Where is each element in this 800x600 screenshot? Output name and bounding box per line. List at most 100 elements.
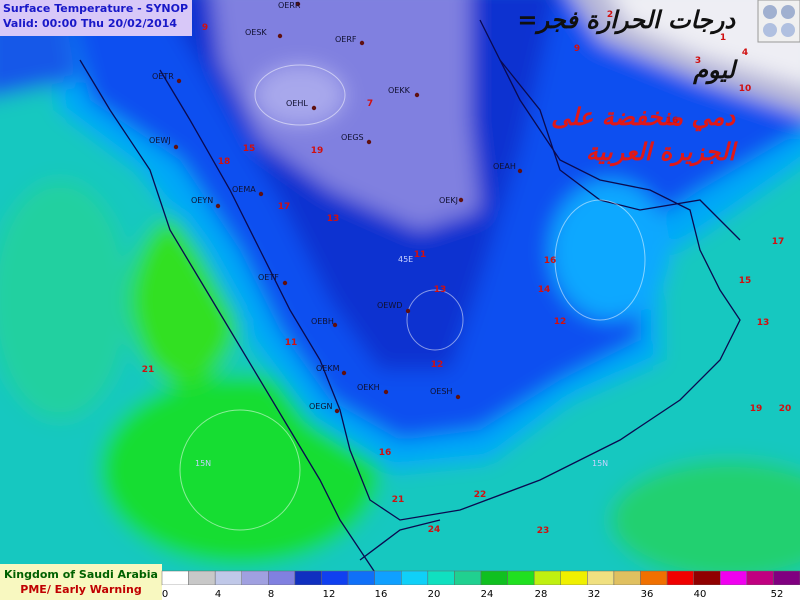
temperature-value: 20 [779, 404, 792, 414]
temperature-value: 15 [243, 144, 256, 154]
map-title: Surface Temperature - SYNOP [3, 2, 188, 15]
station-dot [282, 280, 288, 286]
legend-swatch [640, 570, 668, 586]
station-label: OEKM [316, 364, 340, 373]
department: PME/ Early Warning [20, 583, 141, 596]
temperature-value: 7 [367, 99, 373, 109]
legend-swatch [720, 570, 748, 586]
legend-label: 36 [641, 589, 654, 600]
temperature-value: 21 [142, 365, 155, 375]
legend-label: 0 [162, 589, 168, 600]
legend-swatch [401, 570, 429, 586]
temperature-value: 2 [607, 10, 613, 20]
grid-label: 15N [592, 459, 608, 468]
grid-label: 45E [398, 255, 413, 264]
station-dot [311, 105, 317, 111]
station-dot [366, 139, 372, 145]
temperature-value: 18 [218, 157, 231, 167]
grid-label: 15N [195, 459, 211, 468]
header-box [0, 0, 192, 36]
temperature-value: 24 [428, 525, 441, 535]
legend-swatch [454, 570, 482, 586]
temperature-value: 14 [538, 285, 551, 295]
temperature-value: 17 [278, 202, 291, 212]
valid-time: Valid: 00:00 Thu 20/02/2014 [3, 17, 177, 30]
temperature-value: 22 [474, 490, 487, 500]
station-label: OEKK [388, 86, 411, 95]
station-dot [334, 408, 340, 414]
station-dot [173, 144, 179, 150]
temperature-value: 13 [327, 214, 340, 224]
station-dot [215, 203, 221, 209]
temperature-value: 17 [772, 237, 785, 247]
temperature-value: 16 [666, 116, 679, 126]
legend-label: 40 [694, 589, 707, 600]
legend-label: 12 [323, 589, 336, 600]
temperature-value: 16 [544, 256, 557, 266]
station-label: OEMA [232, 185, 256, 194]
legend-swatch [773, 570, 800, 586]
legend-label: 20 [428, 589, 441, 600]
station-dot [383, 389, 389, 395]
station-dot [458, 197, 464, 203]
station-label: OEBH [311, 317, 334, 326]
station-label: OEGN [309, 402, 333, 411]
legend-label: 52 [771, 589, 784, 600]
temperature-value: 1 [720, 33, 726, 43]
legend-label: 16 [375, 589, 388, 600]
legend-swatch [613, 570, 641, 586]
temperature-value: 12 [431, 360, 444, 370]
station-dot [277, 33, 283, 39]
legend-label: 24 [481, 589, 494, 600]
organization: Kingdom of Saudi Arabia [4, 568, 158, 581]
station-label: OETR [152, 72, 174, 81]
legend-swatch [693, 570, 721, 586]
map-labels: OERR OESK OERF OEHL OEKK OEGS OEKJ OETR OEWJ OEMA… [142, 1, 792, 536]
station-label: OEAH [493, 162, 516, 171]
annotation-line: الجزيرة العربية [586, 138, 738, 167]
temperature-value: 16 [379, 448, 392, 458]
temperature-value: 19 [750, 404, 763, 414]
legend-swatch [294, 570, 322, 586]
legend-swatch [188, 570, 216, 586]
annotation-line: ليوم [692, 56, 739, 85]
legend-label: 32 [588, 589, 601, 600]
isotherms [179, 64, 646, 531]
station-label: OERF [335, 35, 357, 44]
station-label: OESH [430, 387, 452, 396]
legend-label: 8 [268, 589, 274, 600]
legend-swatch [480, 570, 508, 586]
station-dot [517, 168, 523, 174]
legend-swatch [560, 570, 588, 586]
annotation-line: =درجات الحرارة فجر [517, 6, 736, 35]
logo [757, 0, 800, 43]
temperature-value: 3 [695, 56, 701, 66]
temperature-value: 9 [202, 23, 208, 33]
station-label: OEYN [191, 196, 213, 205]
temperature-value: 15 [739, 276, 752, 286]
legend-swatch [347, 570, 375, 586]
station-dot [176, 78, 182, 84]
station-label: OEWD [377, 301, 402, 310]
legend-label-strip [162, 585, 800, 600]
temperature-value: 10 [739, 84, 752, 94]
station-dot [295, 1, 301, 7]
station-label: OERR [278, 1, 301, 10]
temperature-value: 11 [285, 338, 298, 348]
station-label: OEHL [286, 99, 308, 108]
temperature-value: 4 [742, 48, 748, 58]
legend-swatch [427, 570, 455, 586]
legend-swatch [746, 570, 774, 586]
station-label: OEGS [341, 133, 364, 142]
station-dot [341, 370, 347, 376]
temperature-value: 13 [434, 285, 447, 295]
station-label: OEKJ [439, 196, 458, 205]
station-dot [332, 322, 338, 328]
temperature-value: 12 [554, 317, 567, 327]
station-dot [258, 191, 264, 197]
legend-swatch [374, 570, 402, 586]
station-label: OESK [245, 28, 267, 37]
station-label: OEWJ [149, 136, 171, 145]
